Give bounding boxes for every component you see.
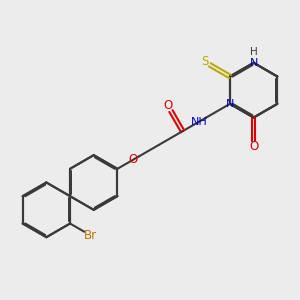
Text: N: N — [250, 58, 258, 68]
Text: O: O — [128, 153, 138, 166]
Text: Br: Br — [84, 229, 98, 242]
Text: O: O — [163, 99, 172, 112]
Text: O: O — [249, 140, 258, 153]
Text: S: S — [201, 55, 208, 68]
Text: NH: NH — [190, 117, 207, 127]
Text: H: H — [250, 47, 257, 57]
Text: N: N — [226, 99, 234, 109]
